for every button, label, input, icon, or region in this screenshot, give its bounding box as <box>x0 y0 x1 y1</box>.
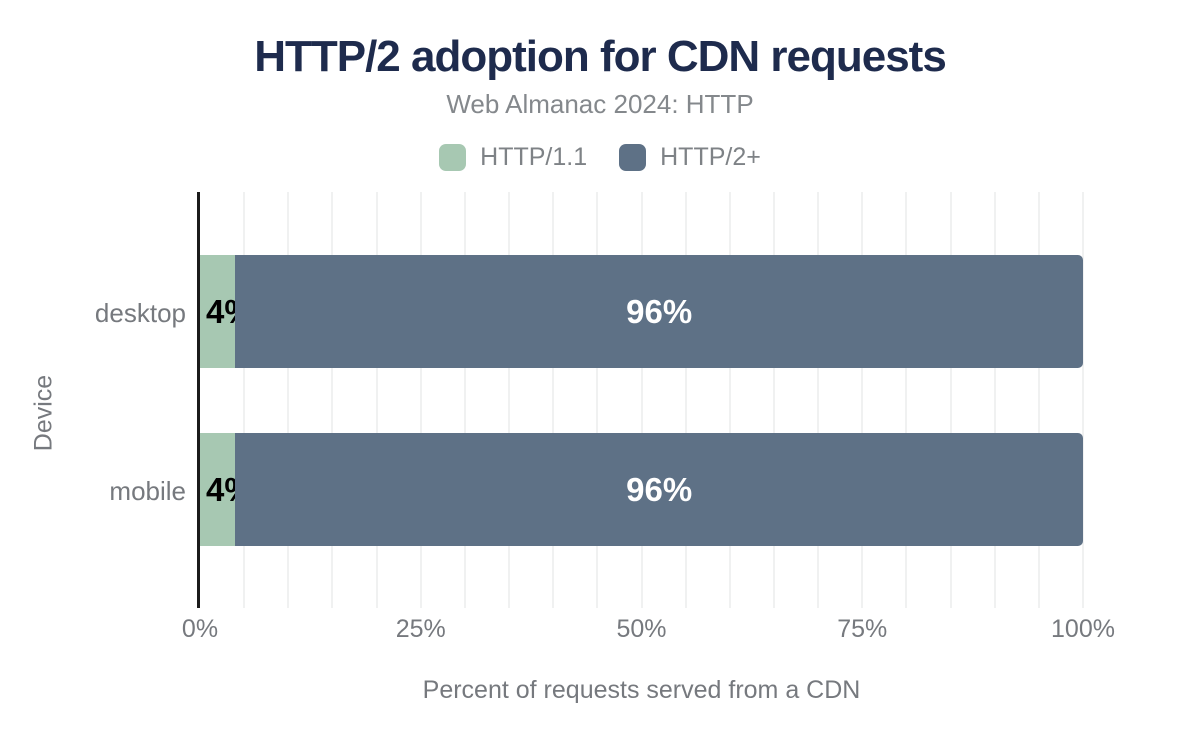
legend-label: HTTP/2+ <box>660 143 761 171</box>
gridline-5 <box>243 192 246 608</box>
x-tick-label-100: 100% <box>1051 615 1115 643</box>
bar-row-desktop: 4% 96% <box>200 255 1083 368</box>
gridline-55 <box>684 192 687 608</box>
category-label-desktop: desktop <box>94 297 186 328</box>
gridline-10 <box>287 192 290 608</box>
gridline-45 <box>596 192 599 608</box>
chart-title: HTTP/2 adoption for CDN requests <box>254 32 947 81</box>
x-tick-label-0: 0% <box>181 615 219 643</box>
bar-segment-http-2-desktop <box>235 255 1083 368</box>
gridline-100 <box>1082 192 1084 608</box>
x-tick-label-50: 50% <box>616 615 667 643</box>
legend: HTTP/1.1 HTTP/2+ <box>0 143 1200 172</box>
gridline-20 <box>375 192 378 608</box>
bar-value-label-http-2-desktop: 96% <box>626 292 693 330</box>
chart-subtitle: Web Almanac 2024: HTTP <box>446 89 754 119</box>
gridline-50 <box>640 192 643 608</box>
bar-row-mobile: 4% 96% <box>200 433 1083 546</box>
x-tick-label-75: 75% <box>837 615 888 643</box>
bar-segment-http-1-1-desktop <box>200 255 236 368</box>
gridline-70 <box>817 192 820 608</box>
gridline-30 <box>463 192 466 608</box>
bar-value-label-http-2-mobile: 96% <box>626 470 693 508</box>
category-label-mobile: mobile <box>109 475 186 506</box>
gridline-75 <box>861 192 864 608</box>
y-axis-line <box>197 192 200 608</box>
legend-item-http-1-1: HTTP/1.1 <box>439 143 587 172</box>
gridline-35 <box>508 192 511 608</box>
gridline-85 <box>949 192 952 608</box>
x-tick-label-25: 25% <box>395 615 446 643</box>
legend-item-http-2: HTTP/2+ <box>619 143 761 172</box>
gridline-40 <box>552 192 555 608</box>
gridline-90 <box>993 192 996 608</box>
gridline-95 <box>1037 192 1040 608</box>
legend-swatch-http-1-1 <box>439 144 467 171</box>
legend-swatch-http-2 <box>619 144 647 171</box>
x-axis-title: Percent of requests served from a CDN <box>422 676 861 704</box>
bar-segment-http-1-1-mobile <box>200 433 236 546</box>
gridline-80 <box>905 192 908 608</box>
plot-area: 4% 96% 4% 96% <box>200 192 1084 608</box>
gridline-60 <box>728 192 731 608</box>
legend-label: HTTP/1.1 <box>480 143 588 171</box>
gridline-65 <box>772 192 775 608</box>
y-axis-title: Device <box>29 374 58 452</box>
gridline-25 <box>419 192 422 608</box>
gridline-15 <box>331 192 334 608</box>
bar-segment-http-2-mobile <box>235 433 1083 546</box>
